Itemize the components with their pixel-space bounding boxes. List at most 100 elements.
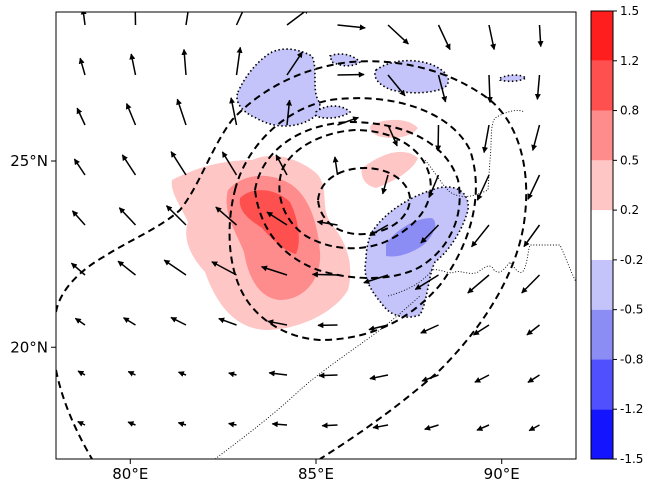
wind-vector — [531, 124, 541, 151]
wind-vector — [165, 205, 187, 226]
wind-vector — [372, 423, 389, 430]
wind-vector — [123, 317, 136, 326]
colorbar-segment — [591, 60, 613, 111]
negative-region-south — [364, 186, 469, 318]
colorbar-tick-label: -1.2 — [620, 402, 643, 416]
colorbar-tick-label: -0.5 — [620, 303, 643, 317]
wind-vector — [387, 74, 406, 97]
wind-vector — [70, 262, 86, 276]
wind-vector — [118, 207, 137, 226]
wind-vector — [321, 422, 338, 429]
wind-vector — [185, 12, 189, 26]
wind-vector — [267, 319, 288, 326]
wind-vector — [163, 259, 187, 276]
colorbar-segment — [591, 210, 613, 260]
wind-vector — [528, 424, 540, 432]
negative-region-north-5 — [499, 74, 528, 83]
wind-vector — [215, 206, 237, 226]
wind-vector — [476, 174, 490, 201]
wind-vector — [476, 424, 490, 431]
colorbar-segment — [591, 359, 613, 410]
wind-vector — [170, 316, 187, 326]
wind-vector — [177, 371, 187, 377]
wind-vector — [526, 324, 540, 336]
wind-vector — [121, 154, 137, 176]
colorbar-segment — [591, 11, 613, 61]
positive-region-dark — [239, 190, 299, 254]
wind-vector — [486, 74, 493, 104]
colorbar-tick-label: 0.5 — [620, 153, 639, 167]
wind-vector — [467, 274, 490, 294]
positive-region-light-2 — [370, 119, 418, 138]
wind-vector — [73, 158, 86, 176]
wind-vector — [363, 274, 389, 284]
wind-vector — [421, 374, 439, 382]
colorbar-tick-label: -0.8 — [620, 352, 643, 366]
wind-vector — [337, 116, 359, 126]
y-tick-label: 20°N — [10, 338, 48, 356]
wind-vector — [482, 124, 490, 154]
negative-region-north-3 — [315, 105, 352, 119]
contour-outer-west — [56, 369, 93, 459]
wind-vector — [420, 224, 440, 244]
contour-inner — [316, 166, 412, 236]
negative-region-north-2 — [329, 53, 362, 67]
wind-vector — [218, 317, 237, 326]
y-axis: 25°N 20°N — [10, 152, 56, 356]
wind-vector — [527, 374, 540, 384]
colorbar: -1.5 -1.2 -0.8 -0.5 -0.2 0.2 0.5 0.8 1.2 1.5 — [590, 4, 643, 466]
colorbar-tick-label: 0.2 — [620, 203, 639, 217]
wind-vector — [117, 260, 136, 276]
wind-vector — [229, 97, 238, 126]
colorbar-tick-label: 0.8 — [620, 104, 639, 118]
wind-vector — [74, 317, 86, 326]
wind-vector — [474, 374, 490, 383]
wind-vector — [527, 174, 541, 200]
wind-vector — [127, 370, 136, 377]
wind-vector — [316, 219, 338, 226]
colorbar-segment — [591, 110, 613, 161]
x-axis: 80°E 85°E 90°E — [112, 459, 520, 481]
wind-vector — [266, 211, 288, 226]
wind-vector — [369, 224, 389, 237]
wind-vector — [414, 274, 439, 291]
negative-region-south-core — [386, 218, 436, 257]
colorbar-segment — [591, 160, 613, 211]
wind-vector — [472, 324, 490, 336]
wind-vector — [228, 371, 237, 378]
x-tick-label: 85°E — [298, 465, 334, 481]
wind-vector — [76, 107, 86, 126]
wind-vector — [428, 174, 440, 199]
x-tick-label: 80°E — [112, 465, 148, 481]
wind-vector — [387, 124, 398, 147]
wind-vector — [71, 210, 86, 226]
wind-vector — [181, 48, 188, 76]
wind-vector — [286, 51, 303, 76]
wind-vector — [177, 421, 187, 428]
colorbar-tick-label: 1.5 — [620, 4, 639, 18]
colorbar-tick-label: -1.5 — [620, 452, 643, 466]
wind-vector — [127, 421, 136, 427]
colorbar-segment — [591, 259, 613, 310]
colorbar-frame — [590, 10, 614, 460]
wind-vector — [286, 12, 310, 26]
wind-vector — [286, 99, 292, 126]
contour-3 — [228, 97, 477, 342]
wind-vector — [387, 24, 409, 45]
dashed-contours — [56, 60, 528, 459]
wind-vectors — [70, 12, 544, 432]
wind-vector — [211, 261, 237, 276]
wind-vector — [125, 102, 137, 126]
wind-vector — [470, 224, 490, 248]
wind-vector — [80, 12, 87, 26]
wind-vector — [420, 324, 439, 334]
wind-vector — [275, 154, 288, 176]
wind-vector — [337, 24, 366, 31]
wind-vector — [381, 174, 389, 195]
negative-region-north-4 — [374, 59, 450, 94]
wind-vector — [129, 53, 137, 76]
colorbar-segment — [591, 409, 613, 459]
wind-vector — [534, 74, 541, 100]
wind-vector — [424, 424, 439, 431]
